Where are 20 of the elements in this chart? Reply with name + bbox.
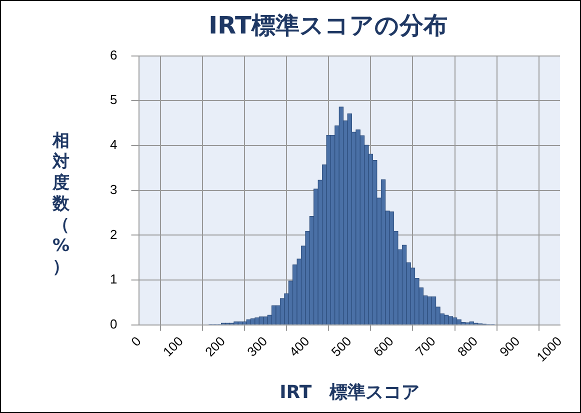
y-tick-label: 5: [110, 92, 118, 108]
x-tick-label: 500: [328, 333, 354, 360]
x-tick-label: 900: [496, 333, 523, 360]
y-axis-title: 相対度数（%）: [51, 131, 71, 278]
y-tick-label: 4: [110, 137, 118, 152]
x-tick-label: 600: [370, 333, 396, 360]
x-tick-label: 0: [128, 333, 144, 350]
x-tick-label: 400: [286, 333, 312, 360]
x-tick-label: 300: [244, 333, 270, 360]
x-tick-label: 100: [160, 333, 186, 360]
y-tick-label: 0: [110, 316, 118, 332]
y-tick-label: 2: [110, 226, 118, 242]
y-tick-label: 1: [110, 272, 118, 287]
y-tick-label: 3: [110, 182, 118, 197]
x-axis-title: IRT 標準スコア: [280, 382, 420, 403]
x-tick-label: 200: [202, 333, 228, 360]
x-tick-label: 700: [412, 333, 438, 360]
x-tick-label: 800: [454, 333, 480, 360]
chart-title: IRT標準スコアの分布: [208, 12, 448, 40]
y-tick-label: 6: [110, 47, 118, 62]
